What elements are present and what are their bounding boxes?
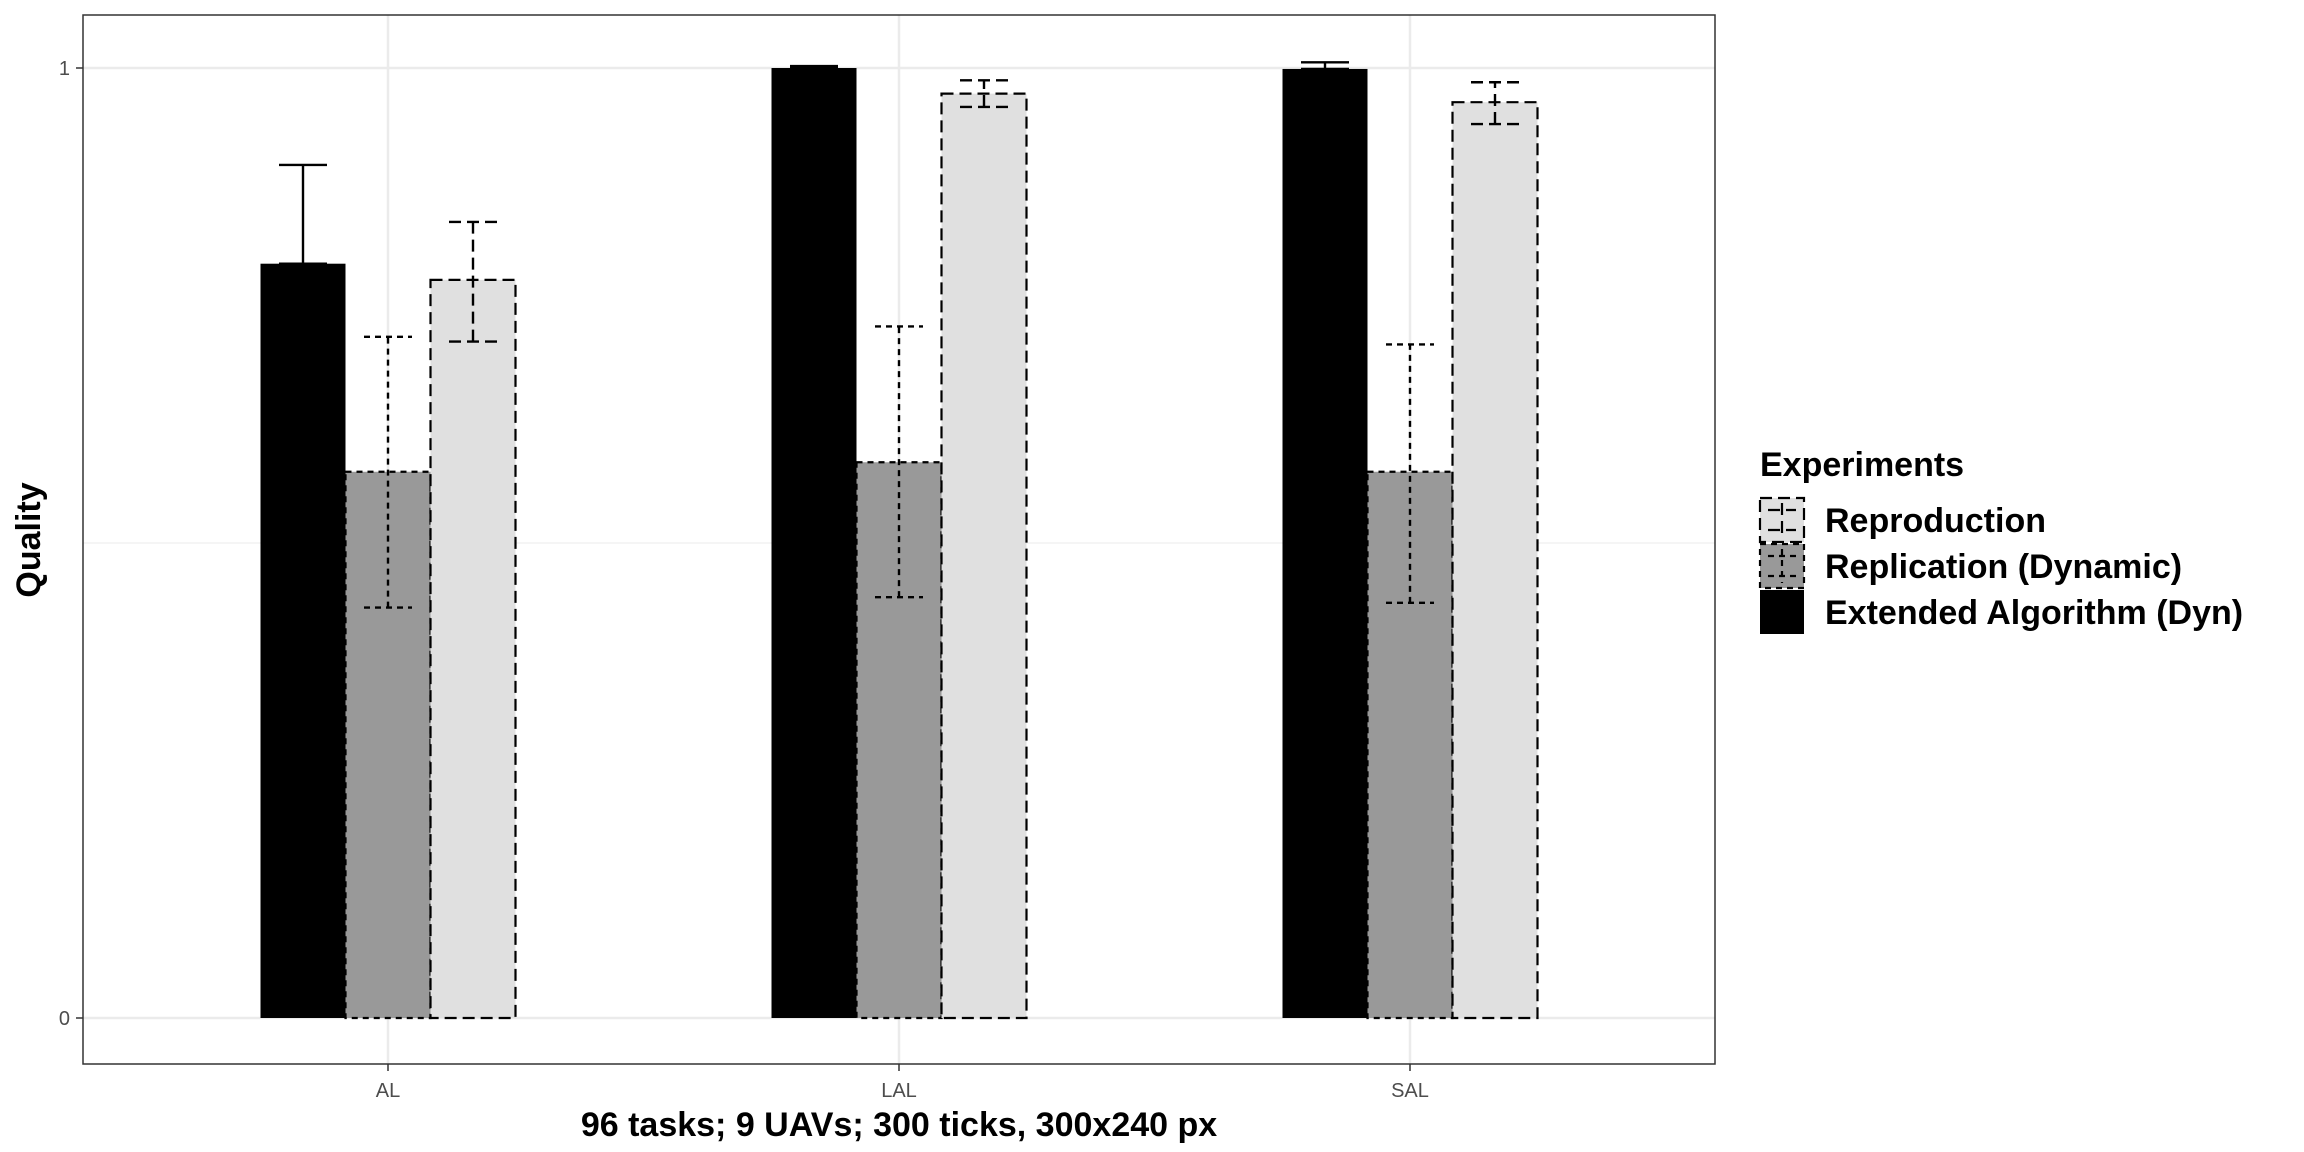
bar-lal-0 [771,68,857,1018]
bar-sal-1 [1366,470,1454,1020]
bars-layer [260,68,1539,1020]
errorbar-lal-0 [790,64,838,70]
legend-items: Reproduction Replication (Dynamic) Extende… [1758,496,2243,634]
errorbar-al-1 [364,335,412,609]
legend-label-1: Replication (Dynamic) [1825,548,2182,586]
bar-sal-0 [1282,68,1368,1018]
y-axis-title: Quality [10,482,48,597]
errorbar-sal-1 [1386,343,1434,605]
bar-lal-2 [940,92,1028,1020]
x-axis: AL LAL SAL [376,1064,1429,1102]
bar-sal-2 [1451,101,1539,1020]
legend: Experiments Reproduction Replication (Dyn… [1758,446,2243,634]
errorbar-lal-1 [875,325,923,599]
x-axis-title: 96 tasks; 9 UAVs; 300 ticks, 300x240 px [581,1106,1217,1144]
legend-label-0: Reproduction [1825,502,2046,540]
errorbar-sal-0 [1301,61,1349,71]
bar-al-2 [429,278,517,1020]
errorbar-al-2 [449,220,497,343]
legend-item-1: Replication (Dynamic) [1758,542,2182,590]
error-bars-layer [279,61,1519,609]
legend-item-2: Extended Algorithm (Dyn) [1760,590,2243,634]
legend-item-0: Reproduction [1758,496,2046,544]
x-tick-label-0: AL [376,1080,400,1102]
bar-lal-1 [855,461,943,1020]
bar-al-1 [344,470,432,1020]
bar-al-0 [260,263,346,1018]
legend-label-2: Extended Algorithm (Dyn) [1825,594,2243,632]
errorbar-al-0 [279,163,327,265]
legend-title: Experiments [1760,446,1964,484]
x-tick-label-2: SAL [1391,1080,1429,1102]
legend-key-2 [1760,590,1804,634]
errorbar-sal-2 [1471,81,1519,126]
y-axis: 01 [59,58,83,1030]
y-tick-label-1: 1 [59,58,70,80]
x-tick-label-1: LAL [881,1080,917,1102]
y-tick-label-0: 0 [59,1008,70,1030]
errorbar-lal-2 [960,79,1008,109]
